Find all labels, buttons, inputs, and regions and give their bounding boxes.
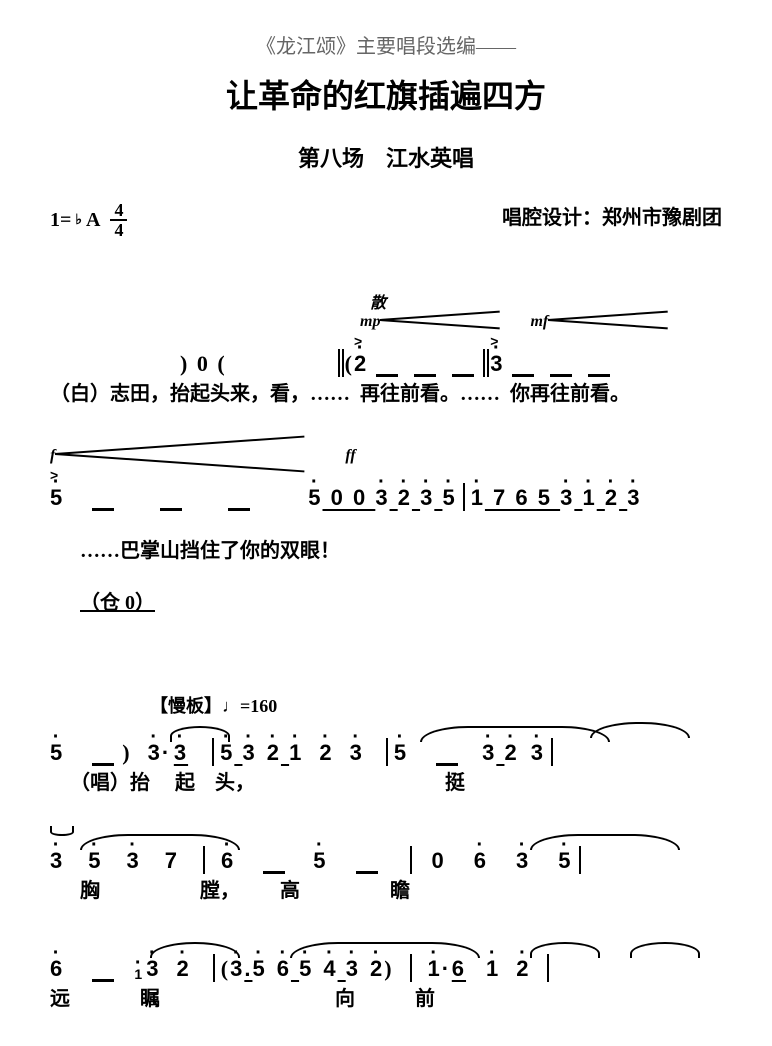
rest-paren: ) 0 ( bbox=[180, 351, 227, 377]
crescendo-icon bbox=[380, 313, 500, 327]
credit: 唱腔设计：郑州市豫剧团 bbox=[502, 201, 722, 239]
barline-icon bbox=[213, 954, 215, 982]
note: 3 bbox=[531, 740, 545, 766]
music-line-1: 散 mp mf ) 0 ( ( 2 3 （白）志田，抬起头来 bbox=[50, 289, 722, 407]
note: 3 bbox=[146, 956, 160, 982]
crescendo-icon bbox=[55, 447, 305, 461]
note-group: 5 3 bbox=[220, 740, 257, 766]
music-line-3: 5 ) 3 · 3 5 3 2 1 2 3 5 3 2 3 bbox=[50, 724, 722, 796]
note: 5 bbox=[88, 848, 102, 874]
grace-note: 1 bbox=[132, 966, 146, 982]
slur-icon bbox=[530, 942, 600, 958]
notes-row: 5 5 0 0 3 2 3 5 1 7 6 5 3 1 2 3 bbox=[50, 471, 722, 511]
dyn-ff: ff bbox=[345, 447, 355, 471]
barline-icon bbox=[551, 738, 553, 766]
note-group: 3.5 bbox=[230, 956, 267, 982]
dyn-mf: mf bbox=[530, 313, 548, 337]
lyric-row: 胸 膛， 高 瞻 bbox=[50, 874, 722, 904]
note: 3 bbox=[148, 740, 162, 766]
barline-icon bbox=[579, 846, 581, 874]
note: 3 bbox=[127, 848, 141, 874]
slur-icon bbox=[630, 942, 700, 958]
note: 5 bbox=[50, 485, 64, 511]
time-den: 4 bbox=[110, 221, 127, 239]
note: 7 bbox=[165, 848, 179, 874]
time-signature: 4 4 bbox=[110, 201, 127, 239]
note: 5 bbox=[313, 848, 327, 874]
time-num: 4 bbox=[110, 201, 127, 221]
sheet-music-page: 《龙江颂》主要唱段选编—— 让革命的红旗插遍四方 第八场 江水英唱 1= ♭ A… bbox=[0, 0, 772, 1046]
collection-header: 《龙江颂》主要唱段选编—— bbox=[50, 30, 722, 59]
note: 1 bbox=[428, 956, 442, 982]
note: 3 bbox=[516, 848, 530, 874]
tempo-marking: 【慢板】♩=160 bbox=[50, 692, 722, 718]
lyric-row: 远 瞩 向 前 bbox=[50, 982, 722, 1012]
note-group: 4 3 bbox=[323, 956, 360, 982]
note: 3 bbox=[490, 351, 504, 377]
key-prefix: 1= bbox=[50, 209, 71, 232]
scene-subtitle: 第八场 江水英唱 bbox=[50, 141, 722, 173]
note: 2 bbox=[319, 740, 333, 766]
music-line-4: 3 5 3 7 6 5 0 6 3 5 bbox=[50, 832, 722, 904]
notes-row: ) 0 ( ( 2 3 bbox=[50, 337, 722, 377]
meta-row: 1= ♭ A 4 4 唱腔设计：郑州市豫剧团 bbox=[50, 201, 722, 239]
barline-icon bbox=[547, 954, 549, 982]
note: 2 bbox=[354, 351, 368, 377]
barline-icon bbox=[386, 738, 388, 766]
key-signature: 1= ♭ A 4 4 bbox=[50, 201, 127, 239]
dynamics-row-2: mp mf bbox=[50, 313, 722, 337]
barline-icon bbox=[410, 846, 412, 874]
slur-icon bbox=[80, 834, 240, 850]
dynamics-row: f ff bbox=[50, 447, 722, 471]
crescendo-icon bbox=[548, 313, 668, 327]
note: 2 bbox=[177, 956, 191, 982]
dash-icon bbox=[92, 508, 114, 511]
percussion-cue: （仓 0） bbox=[80, 592, 155, 614]
note: 3 bbox=[50, 848, 64, 874]
note-group: 3 2 bbox=[482, 740, 519, 766]
note: 6 bbox=[221, 848, 235, 874]
flat-symbol: ♭ bbox=[75, 212, 82, 229]
lyric-row: ……巴掌山挡住了你的双眼！ （仓 0） bbox=[50, 511, 722, 638]
dash-icon bbox=[160, 508, 182, 511]
note: 1 bbox=[486, 956, 500, 982]
note: 0 bbox=[432, 848, 446, 874]
dyn-san: 散 bbox=[370, 289, 386, 313]
note-group: 2 1 bbox=[267, 740, 304, 766]
note: 5 bbox=[50, 740, 64, 766]
barline-icon bbox=[203, 846, 205, 874]
lyric-text: ……巴掌山挡住了你的双眼！ bbox=[80, 540, 340, 562]
note: 6 bbox=[452, 956, 466, 982]
note-group: 5 0 0 3 2 3 5 bbox=[308, 485, 456, 511]
note: 5 bbox=[558, 848, 572, 874]
note-group: 6 5 bbox=[277, 956, 314, 982]
key-note: A bbox=[86, 209, 100, 232]
song-title: 让革命的红旗插遍四方 bbox=[50, 71, 722, 117]
note: 5 bbox=[394, 740, 408, 766]
lyric-row: （唱）抬 起 头， 挺 bbox=[50, 766, 722, 796]
lyric-row: （白）志田，抬起头来，看，…… 再往前看。…… 你再往前看。 bbox=[50, 377, 722, 407]
music-line-5: 6 1 3 2 ( 3.5 6 5 4 3 2 ) 1 · 6 bbox=[50, 940, 722, 1012]
barline-icon bbox=[212, 738, 214, 766]
dash-icon bbox=[228, 508, 250, 511]
note: 2 bbox=[516, 956, 530, 982]
dynamics-row: 散 bbox=[50, 289, 722, 313]
barline-icon bbox=[463, 483, 465, 511]
double-barline-icon bbox=[337, 349, 345, 377]
note: 2 bbox=[370, 956, 384, 982]
barline-icon bbox=[410, 954, 412, 982]
slur-icon bbox=[530, 834, 680, 850]
note: 6 bbox=[50, 956, 64, 982]
note: 6 bbox=[474, 848, 488, 874]
note: 3 bbox=[350, 740, 364, 766]
music-line-2: f ff 5 5 0 0 3 2 3 5 1 7 6 5 3 1 2 3 ……巴… bbox=[50, 447, 722, 638]
double-barline-icon bbox=[482, 349, 490, 377]
note-group: 1 7 6 5 3 1 2 3 bbox=[471, 485, 642, 511]
note: 3 bbox=[174, 740, 188, 766]
